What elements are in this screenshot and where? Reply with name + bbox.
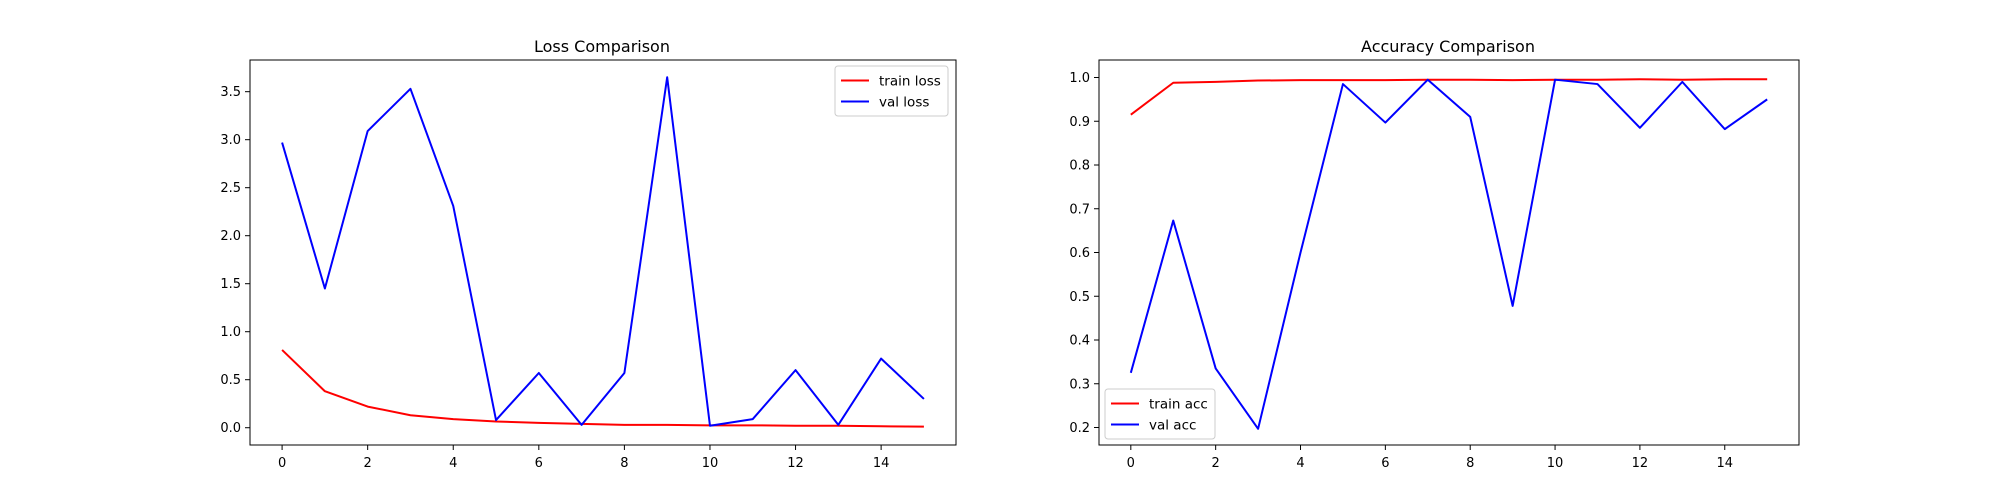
accuracy-comparison-panel: Accuracy Comparison 0 2 4 6 8 10 12 14 0.2 0.3 0.4… [1069,37,1800,471]
accuracy-y-tick-label: 0.5 [1069,290,1090,305]
loss-y-tick-label: 2.5 [220,181,241,196]
loss-x-tick-label: 12 [787,456,804,471]
accuracy-series-train-acc-line [1130,78,1768,116]
loss-y-tick-label: 2.0 [220,229,241,244]
loss-axes-frame [249,59,957,446]
accuracy-legend-label-val-acc: val acc [1149,418,1196,434]
accuracy-x-tick-label: 12 [1632,456,1649,471]
loss-x-tick-label: 14 [873,456,890,471]
loss-y-tick-label: 3.0 [220,133,241,148]
loss-x-tick-label: 2 [364,456,372,471]
loss-y-tick-label: 0.5 [220,373,241,388]
loss-x-tick-label: 6 [535,456,543,471]
loss-y-tick-label: 3.5 [220,85,241,100]
accuracy-y-tick-label: 0.9 [1069,115,1090,130]
loss-legend-box [834,65,949,117]
accuracy-x-tick-label: 4 [1296,456,1304,471]
loss-x-tick-label: 8 [620,456,628,471]
accuracy-y-tick-label: 0.8 [1069,159,1090,174]
accuracy-x-tick-label: 8 [1466,456,1474,471]
accuracy-y-tick-label: 1.0 [1069,71,1090,86]
loss-series-train-loss-line [281,349,924,428]
accuracy-x-tick-label: 2 [1212,456,1220,471]
loss-y-tick-label: 0.0 [220,421,241,436]
accuracy-legend: train acc val acc [1104,388,1216,440]
accuracy-x-tick-label: 6 [1381,456,1389,471]
accuracy-x-tick-label: 0 [1127,456,1135,471]
loss-x-tick-label: 10 [702,456,719,471]
accuracy-y-tick-label: 0.3 [1069,377,1090,392]
accuracy-y-tick-label: 0.4 [1069,334,1090,349]
loss-legend-label-val-loss: val loss [879,95,929,111]
loss-y-tick-label: 1.0 [220,325,241,340]
loss-legend-label-train-loss: train loss [879,74,941,90]
accuracy-x-tick-label: 14 [1716,456,1733,471]
accuracy-series-val-acc-line [1129,78,1768,430]
loss-x-tick-label: 4 [449,456,457,471]
loss-y-tick-label: 1.5 [220,277,241,292]
accuracy-legend-label-train-acc: train acc [1149,397,1208,413]
accuracy-x-tick-label: 10 [1547,456,1564,471]
accuracy-y-tick-label: 0.2 [1069,421,1090,436]
loss-x-tick-label: 0 [278,456,286,471]
accuracy-y-tick-label: 0.7 [1069,202,1090,217]
loss-series-val-loss-line [281,76,925,427]
accuracy-chart-title: Accuracy Comparison [1361,37,1535,56]
accuracy-y-tick-label: 0.6 [1069,246,1090,261]
accuracy-legend-box [1104,388,1216,440]
loss-legend: train loss val loss [834,65,949,117]
loss-chart-title: Loss Comparison [534,37,670,56]
loss-comparison-panel: Loss Comparison 0 2 4 6 8 10 12 14 0.0 0.5 1.0 1.5 2… [220,37,957,471]
